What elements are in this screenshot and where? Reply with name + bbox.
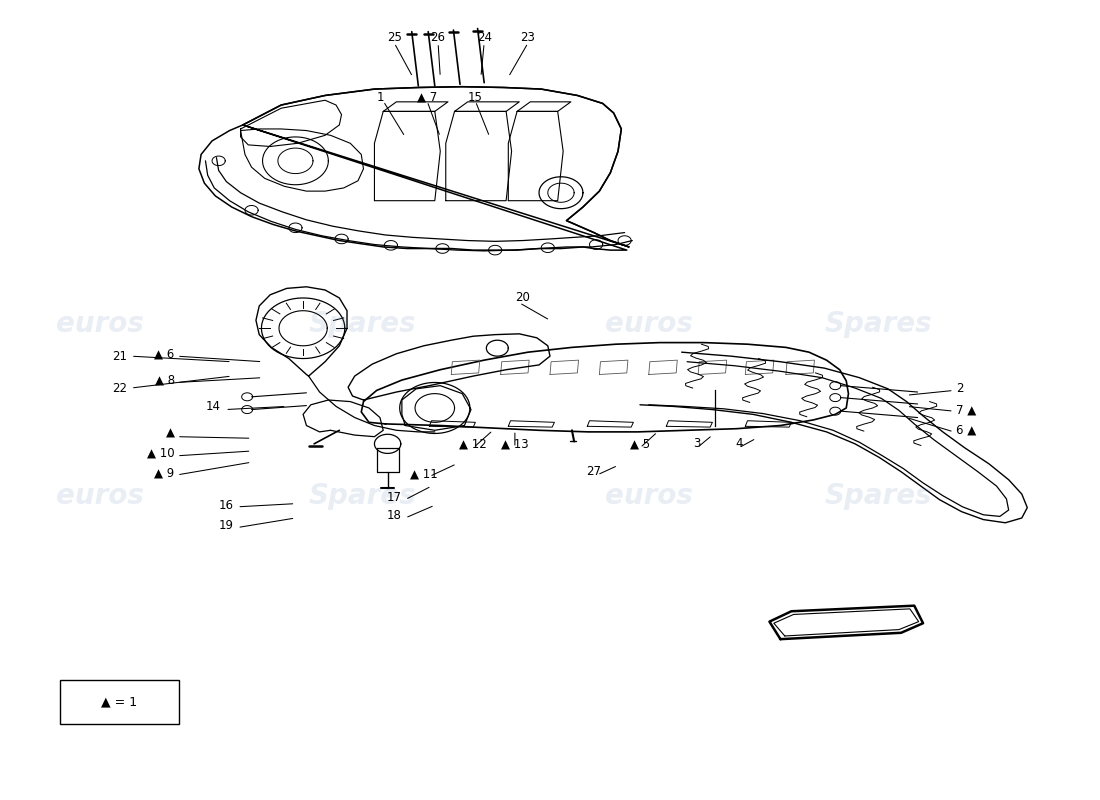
Text: 15: 15 [468, 90, 483, 103]
Text: 23: 23 [520, 30, 536, 44]
Text: 1: 1 [376, 90, 384, 103]
Text: 22: 22 [112, 382, 128, 394]
Text: 3: 3 [693, 438, 701, 450]
Text: ▲ 5: ▲ 5 [630, 438, 650, 450]
Text: ▲ 10: ▲ 10 [147, 447, 175, 460]
Text: 21: 21 [112, 350, 128, 362]
Text: ▲ 8: ▲ 8 [155, 374, 175, 386]
Text: ▲ 11: ▲ 11 [410, 468, 438, 481]
Text: 20: 20 [515, 291, 530, 305]
Text: 14: 14 [206, 400, 221, 413]
Text: 19: 19 [219, 519, 234, 533]
Text: 26: 26 [430, 30, 446, 44]
Text: 2: 2 [956, 382, 964, 395]
Text: ▲ 9: ▲ 9 [154, 467, 175, 480]
Text: euros: euros [56, 310, 144, 338]
Text: 16: 16 [219, 498, 234, 512]
Text: Spares: Spares [824, 310, 932, 338]
Text: 7 ▲: 7 ▲ [956, 403, 976, 416]
Text: euros: euros [605, 482, 693, 510]
Text: euros: euros [56, 482, 144, 510]
Text: Spares: Spares [309, 482, 416, 510]
Text: 4: 4 [735, 438, 743, 450]
FancyBboxPatch shape [59, 680, 179, 725]
Text: ▲ 13: ▲ 13 [502, 438, 529, 450]
Text: 6 ▲: 6 ▲ [956, 424, 976, 437]
Text: ▲ = 1: ▲ = 1 [101, 696, 138, 709]
Text: Spares: Spares [824, 482, 932, 510]
Text: ▲ 7: ▲ 7 [417, 90, 437, 103]
Text: 24: 24 [476, 30, 492, 44]
Text: 17: 17 [387, 490, 402, 504]
Text: euros: euros [605, 310, 693, 338]
Text: ▲ 6: ▲ 6 [154, 347, 175, 360]
Text: 27: 27 [586, 466, 602, 478]
Text: Spares: Spares [309, 310, 416, 338]
Text: ▲ 12: ▲ 12 [460, 438, 487, 450]
Text: 18: 18 [387, 509, 402, 522]
Text: ▲: ▲ [166, 427, 175, 440]
Text: 25: 25 [387, 30, 402, 44]
